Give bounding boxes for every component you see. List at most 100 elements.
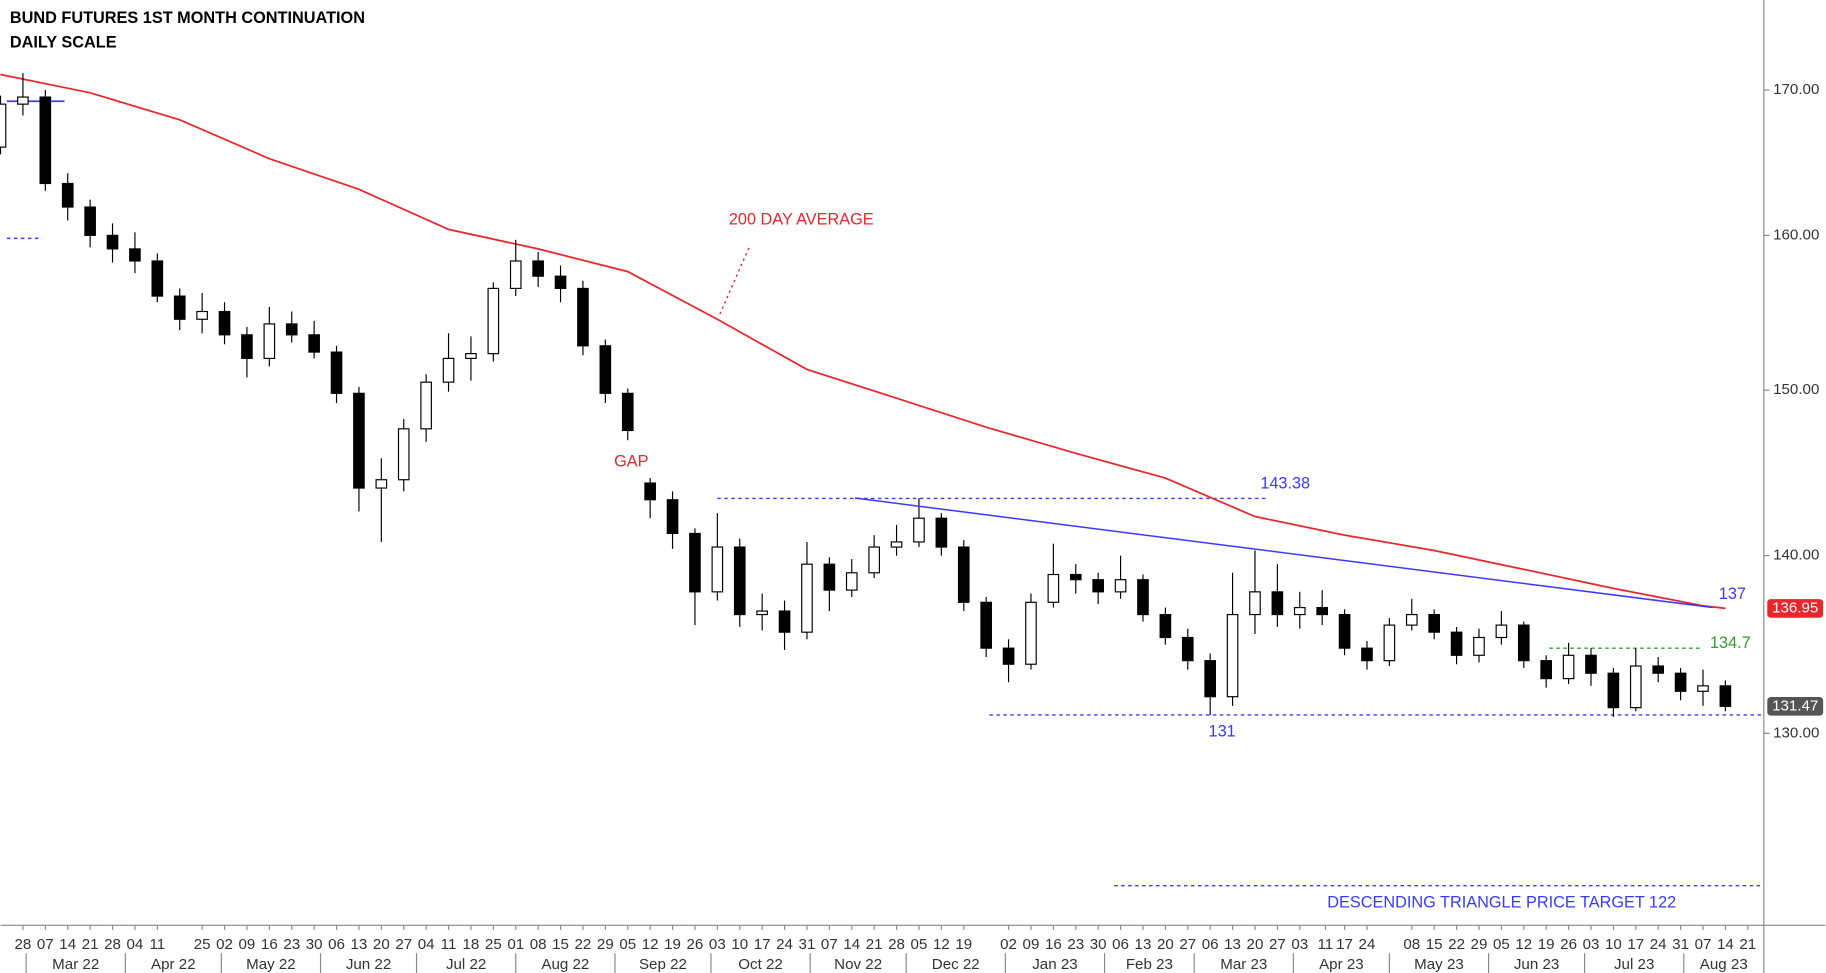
candle-body	[801, 563, 813, 633]
candle-body	[957, 546, 970, 603]
x-tick-label: 01	[507, 936, 524, 953]
x-tick-label: 26	[1560, 936, 1577, 953]
x-tick-label: 07	[821, 936, 838, 953]
level-label: 143.38	[1260, 475, 1310, 493]
x-tick-label: 05	[619, 936, 636, 953]
x-tick-label: 17	[1627, 936, 1644, 953]
candle-body	[241, 334, 253, 359]
ma-annotation: 200 DAY AVERAGE	[729, 210, 874, 228]
x-tick-label: 12	[642, 936, 659, 953]
candle-body	[1181, 636, 1194, 662]
ma-value-box	[1767, 599, 1824, 618]
x-tick-label: 29	[597, 936, 614, 953]
candle-body	[39, 96, 52, 185]
month-label: Sep 22	[639, 956, 687, 973]
month-label: Jun 23	[1514, 956, 1559, 973]
candle-body	[890, 541, 903, 548]
candle-body	[1450, 631, 1463, 656]
month-label: Oct 22	[738, 956, 783, 973]
gap-annotation: GAP	[614, 452, 648, 470]
x-tick-label: 03	[1291, 936, 1308, 953]
candle-body	[1585, 654, 1597, 674]
x-tick-label: 31	[1672, 936, 1689, 953]
x-tick-label: 07	[1695, 936, 1712, 953]
candle-body	[868, 546, 880, 574]
candle-body	[1383, 624, 1396, 662]
x-tick-label: 17	[754, 936, 771, 953]
x-tick-label: 28	[15, 936, 32, 953]
candle-body	[442, 357, 455, 383]
candle-body	[285, 323, 298, 336]
x-tick-label: 23	[1067, 936, 1084, 953]
candle-body	[711, 546, 724, 593]
x-tick-label: 02	[216, 936, 233, 953]
candle-body	[778, 610, 791, 633]
candle-body	[308, 334, 320, 353]
x-tick-label: 03	[1583, 936, 1600, 953]
level-label: DESCENDING TRIANGLE PRICE TARGET 122	[1327, 893, 1676, 911]
candle-body	[1293, 606, 1306, 616]
x-tick-label: 03	[709, 936, 726, 953]
x-tick-label: 14	[843, 936, 860, 953]
x-tick-label: 13	[1224, 936, 1241, 953]
candle-body	[823, 563, 836, 591]
candle-body	[980, 601, 992, 649]
month-label: Apr 22	[151, 956, 196, 973]
candle-body	[1137, 579, 1149, 616]
candle-body	[397, 428, 410, 481]
candle-body	[666, 499, 679, 535]
candle-body	[1428, 613, 1440, 633]
ma-pointer	[719, 247, 750, 315]
month-label: Feb 23	[1126, 956, 1173, 973]
month-label: May 23	[1414, 956, 1464, 973]
x-tick-label: 06	[1112, 936, 1129, 953]
x-tick-label: 16	[1045, 936, 1062, 953]
x-tick-label: 27	[395, 936, 412, 953]
x-tick-label: 02	[1000, 936, 1017, 953]
x-tick-label: 05	[1493, 936, 1510, 953]
candle-body	[1025, 601, 1037, 665]
candle-body	[1069, 573, 1082, 581]
y-tick-label: 150.00	[1773, 381, 1819, 398]
level-label: 131	[1209, 723, 1236, 741]
x-tick-label: 28	[888, 936, 905, 953]
x-tick-label: 19	[664, 936, 681, 953]
candle-body	[554, 275, 567, 289]
x-tick-label: 11	[1318, 936, 1334, 953]
x-tick-label: 04	[418, 936, 435, 953]
candle-body	[1316, 606, 1328, 616]
y-tick-label: 140.00	[1773, 547, 1819, 564]
x-tick-label: 19	[1538, 936, 1555, 953]
candle-body	[17, 96, 29, 105]
candle-body	[1473, 636, 1485, 656]
level-label: 134.7	[1710, 634, 1751, 652]
x-tick-label: 30	[306, 936, 323, 953]
x-tick-label: 18	[463, 936, 480, 953]
candle-body	[1517, 624, 1530, 662]
candle-body	[1495, 624, 1508, 639]
x-tick-label: 15	[552, 936, 569, 953]
x-tick-label: 22	[1448, 936, 1465, 953]
candle-body	[1338, 613, 1351, 649]
candle-body	[1607, 672, 1620, 709]
candle-body	[487, 287, 500, 355]
month-label: Mar 23	[1220, 956, 1267, 973]
candle-body	[1405, 613, 1418, 626]
x-tick-label: 11	[149, 936, 165, 953]
candle-body	[151, 260, 164, 297]
x-tick-label: 12	[1515, 936, 1532, 953]
x-tick-label: 13	[351, 936, 368, 953]
x-tick-label: 13	[1135, 936, 1152, 953]
candle-body	[330, 351, 343, 394]
last-price-label: 131.47	[1772, 697, 1818, 714]
x-tick-label: 08	[1403, 936, 1420, 953]
candle-body	[84, 206, 96, 236]
x-tick-label: 15	[1426, 936, 1443, 953]
month-label: Jul 22	[446, 956, 486, 973]
candle-body	[509, 260, 522, 289]
candle-body	[129, 248, 141, 262]
month-label: Nov 22	[834, 956, 882, 973]
candle-body	[532, 260, 544, 277]
x-tick-label: 20	[373, 936, 390, 953]
